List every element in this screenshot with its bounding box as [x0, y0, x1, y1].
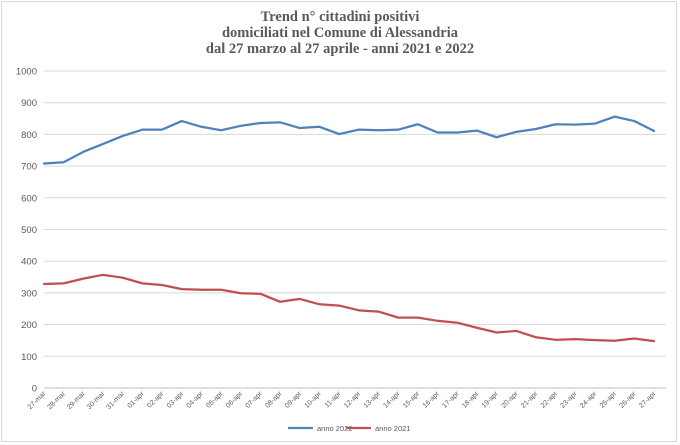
x-tick-label: 18-apr	[461, 390, 481, 410]
x-tick-label: 09-apr	[284, 390, 304, 410]
legend-label: anno 2022	[317, 424, 352, 433]
y-tick-label: 800	[21, 130, 37, 141]
x-tick-label: 30-mar	[86, 390, 107, 411]
x-tick-label: 02-apr	[146, 390, 166, 410]
chart-title: Trend n° cittadini positivi domiciliati …	[0, 9, 680, 57]
x-tick-label: 27-apr	[638, 390, 658, 410]
chart-title-line-1: Trend n° cittadini positivi	[260, 9, 420, 25]
chart-title-line-2: domiciliati nel Comune di Alessandria	[221, 25, 459, 41]
x-tick-label: 14-apr	[382, 390, 402, 410]
y-tick-label: 400	[21, 257, 37, 268]
x-tick-label: 13-apr	[363, 390, 383, 410]
y-tick-label: 900	[21, 98, 37, 109]
x-tick-label: 24-apr	[579, 390, 599, 410]
x-tick-label: 07-apr	[245, 390, 265, 410]
x-tick-label: 28-mar	[46, 390, 67, 411]
x-tick-label: 21-apr	[520, 390, 540, 410]
x-tick-label: 22-apr	[540, 390, 560, 410]
x-tick-label: 31-mar	[105, 390, 126, 411]
chart-title-line-3: dal 27 marzo al 27 aprile - anni 2021 e …	[205, 41, 475, 57]
series-line-anno-2021	[42, 273, 656, 343]
legend-label: anno 2021	[375, 424, 410, 433]
x-tick-label: 19-apr	[481, 390, 501, 410]
x-tick-label: 23-apr	[559, 390, 579, 410]
x-tick-label: 04-apr	[186, 390, 206, 410]
y-tick-label: 200	[21, 320, 37, 331]
y-tick-label: 100	[21, 352, 37, 363]
y-tick-label: 300	[21, 288, 37, 299]
y-tick-label: 700	[21, 162, 37, 173]
x-tick-label: 16-apr	[422, 390, 442, 410]
x-tick-label: 10-apr	[304, 390, 324, 410]
y-tick-label: 500	[21, 225, 37, 236]
x-tick-label: 26-apr	[618, 390, 638, 410]
x-tick-label: 01-apr	[127, 390, 147, 410]
x-tick-label: 25-apr	[599, 390, 619, 410]
x-tick-label: 15-apr	[402, 390, 422, 410]
x-tick-label: 08-apr	[264, 390, 284, 410]
x-tick-label: 17-apr	[441, 390, 461, 410]
x-tick-label: 03-apr	[166, 390, 186, 410]
y-tick-label: 1000	[16, 67, 37, 78]
y-tick-label: 0	[32, 384, 37, 395]
series-line-anno-2022	[42, 115, 656, 165]
x-tick-label: 12-apr	[343, 390, 363, 410]
x-tick-label: 11-apr	[324, 390, 343, 409]
x-tick-label: 06-apr	[225, 390, 245, 410]
x-tick-label: 29-mar	[66, 390, 87, 411]
x-tick-label: 27-mar	[27, 390, 48, 411]
x-tick-label: 20-apr	[500, 390, 520, 410]
x-tick-label: 05-apr	[205, 390, 225, 410]
y-tick-label: 600	[21, 193, 37, 204]
